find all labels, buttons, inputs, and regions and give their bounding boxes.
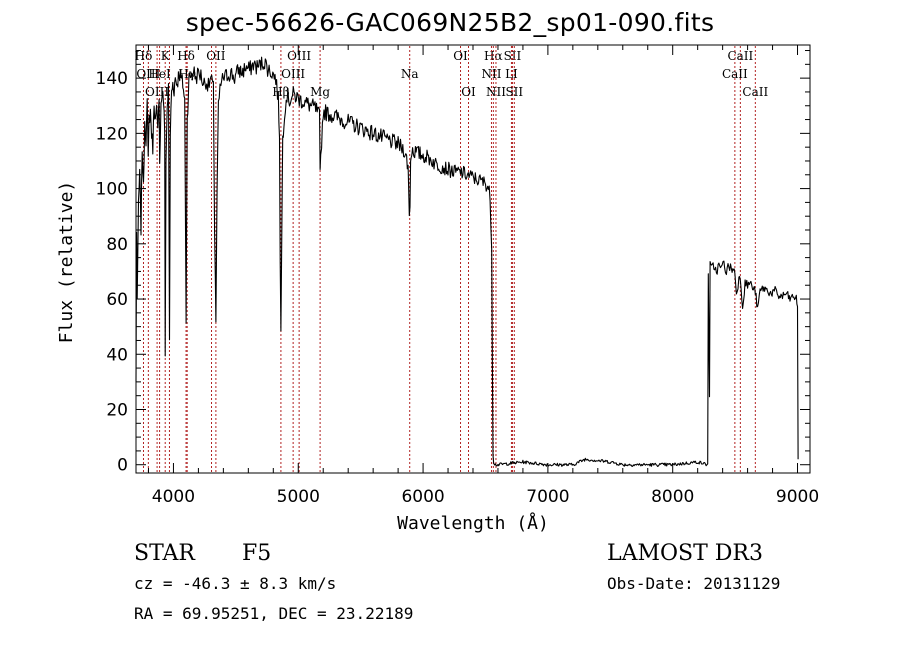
spectrum-line <box>135 56 799 467</box>
line-marker-label: OI <box>453 49 468 63</box>
y-tick-label: 120 <box>96 124 128 144</box>
line-marker-label: NII <box>486 85 506 99</box>
y-ticks: 0 20 40 60 80 100 120 140 <box>96 50 810 476</box>
x-tick-label: 8000 <box>651 487 694 507</box>
line-marker-label: OIII <box>287 49 311 63</box>
line-marker-label: OIII <box>136 67 160 81</box>
y-tick-label: 20 <box>106 400 128 420</box>
y-tick-label: 0 <box>117 456 128 476</box>
x-tick-label: 5000 <box>277 487 320 507</box>
line-marker-label: OI <box>461 85 476 99</box>
line-marker-label: Hδ <box>135 49 153 63</box>
line-marker-label: NII <box>481 67 501 81</box>
line-marker-label: Hα <box>484 49 503 63</box>
line-marker-label: OIII <box>145 85 169 99</box>
line-marker-label: OII <box>206 49 226 63</box>
line-marker-label: CaII <box>742 85 768 99</box>
x-axis-label: Wavelength (Å) <box>397 512 549 534</box>
line-marker-label: Na <box>401 67 419 81</box>
y-tick-label: 40 <box>106 345 128 365</box>
plot-frame <box>135 44 811 474</box>
line-marker-label: SII <box>504 49 522 63</box>
y-axis-label: Flux (relative) <box>56 181 77 344</box>
line-marker-label: SII <box>505 85 523 99</box>
line-marker-label: OIII <box>281 67 305 81</box>
y-tick-label: 140 <box>96 69 128 89</box>
coordinates-info: RA = 69.95251, DEC = 23.22189 <box>134 604 414 623</box>
x-tick-label: 4000 <box>152 487 195 507</box>
spectral-subclass: F5 <box>242 541 272 566</box>
line-marker-label: CaII <box>722 67 748 81</box>
line-marker-label: Hδ <box>177 49 195 63</box>
line-marker-label: Mg <box>310 85 330 99</box>
line-marker-label: K <box>161 49 171 63</box>
object-class: STAR <box>134 541 195 566</box>
x-tick-label: 9000 <box>776 487 819 507</box>
x-tick-label: 7000 <box>526 487 569 507</box>
x-ticks: 4000 5000 6000 7000 8000 9000 <box>147 45 819 507</box>
chart-title: spec-56626-GAC069N25B2_sp01-090.fits <box>185 8 715 37</box>
line-marker-label: CaII <box>727 49 753 63</box>
line-marker-label: HeI <box>148 67 171 81</box>
y-tick-label: 80 <box>106 235 128 255</box>
line-marker-label: LI <box>505 67 518 81</box>
x-tick-label: 6000 <box>401 487 444 507</box>
y-tick-label: 100 <box>96 180 128 200</box>
survey-name: LAMOST DR3 <box>607 541 763 566</box>
redshift-info: cz = -46.3 ± 8.3 km/s <box>134 574 337 593</box>
y-tick-label: 60 <box>106 290 128 310</box>
observation-date: Obs-Date: 20131129 <box>607 574 781 593</box>
spectrum-series <box>135 56 799 467</box>
